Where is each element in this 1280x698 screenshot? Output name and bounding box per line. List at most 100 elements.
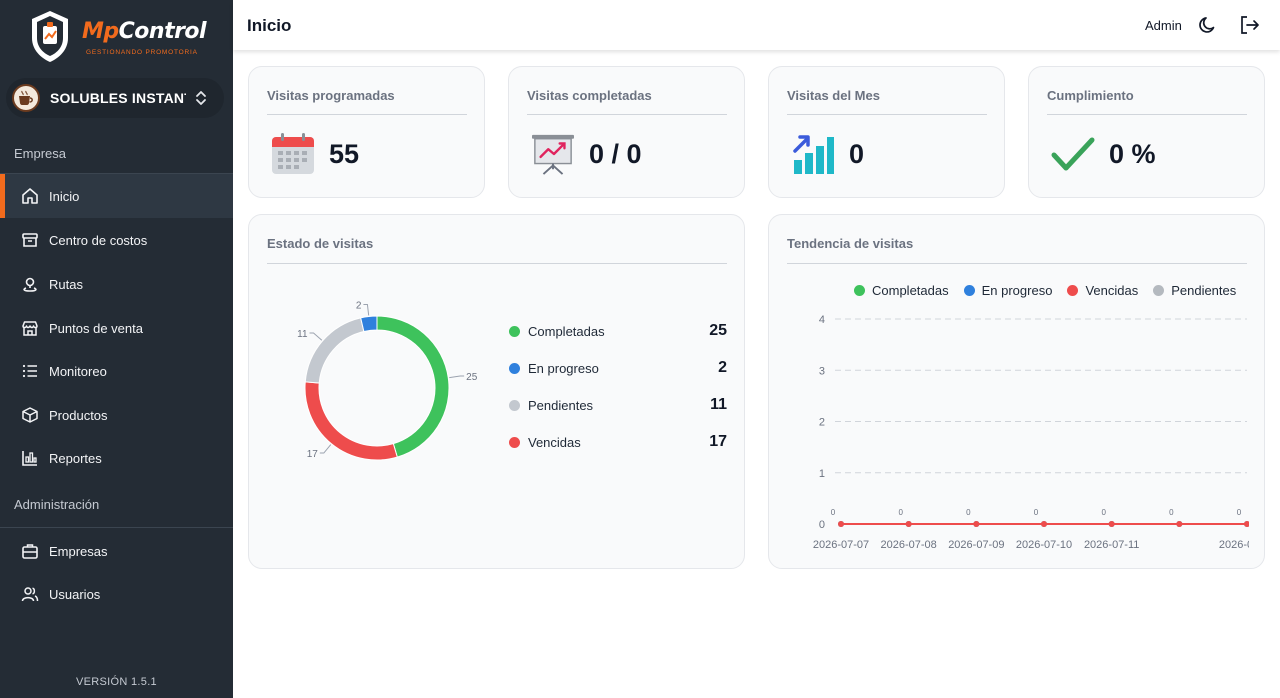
briefcase-icon [21, 542, 39, 560]
sidebar-item-empresas[interactable]: Empresas [0, 529, 233, 573]
sidebar-divider [0, 173, 233, 174]
data-label: 0 [1237, 508, 1242, 517]
x-tick-label: 2026-07-07 [813, 539, 869, 551]
legend-label: Completadas [872, 283, 949, 298]
sidebar-item-productos[interactable]: Productos [0, 393, 233, 437]
legend-item-completadas: Completadas 25 [509, 321, 727, 341]
shield-logo-icon [32, 11, 68, 62]
trend-legend-completadas[interactable]: Completadas [854, 283, 949, 298]
legend-label: Vencidas [1085, 283, 1139, 298]
legend-swatch [509, 325, 520, 337]
logout-icon[interactable] [1239, 15, 1261, 35]
legend-value: 11 [710, 396, 727, 413]
stat-title: Visitas completadas [527, 88, 652, 103]
top-header: Inicio Admin [233, 0, 1280, 50]
sidebar-item-label: Monitoreo [49, 363, 107, 379]
sidebar-item-label: Productos [49, 407, 108, 423]
trend-legend-vencidas[interactable]: Vencidas [1067, 283, 1138, 298]
card-title: Estado de visitas [267, 236, 374, 251]
legend-value: 2 [718, 359, 727, 376]
donut-slice-completadas[interactable] [376, 315, 450, 458]
company-selector[interactable]: SOLUBLES INSTANTÁNEOS [6, 78, 224, 118]
trend-card: Tendencia de visitas Completadas En prog… [768, 214, 1265, 569]
stat-value: 0 [849, 139, 865, 169]
legend-item-pendientes: Pendientes 11 [509, 395, 727, 415]
legend-label: En progreso [981, 283, 1053, 298]
trend-legend-pendientes[interactable]: Pendientes [1153, 283, 1236, 298]
y-tick-label: 1 [819, 468, 825, 480]
legend-label: En progreso [528, 360, 599, 376]
data-label-leader [449, 375, 465, 379]
legend-swatch [509, 436, 520, 448]
stat-card-visitas-del-mes: Visitas del Mes 0 [768, 66, 1005, 198]
sidebar-item-puntos-de-venta[interactable]: Puntos de venta [0, 306, 233, 350]
data-point[interactable] [838, 521, 844, 527]
sidebar-item-rutas[interactable]: Rutas [0, 262, 233, 306]
sidebar-item-usuarios[interactable]: Usuarios [0, 572, 233, 616]
data-point[interactable] [1176, 521, 1183, 527]
legend-label: Completadas [528, 323, 605, 339]
trend-legend-en-progreso[interactable]: En progreso [963, 283, 1053, 298]
card-divider [787, 263, 1247, 264]
data-point[interactable] [1244, 521, 1249, 527]
x-tick-label: 2026-07-13 [1219, 539, 1249, 551]
page-title: Inicio [247, 16, 292, 35]
growth-bars-icon [793, 135, 834, 174]
moon-icon[interactable] [1198, 15, 1218, 35]
status-card: Estado de visitas 25 17 11 2 Completadas 25… [248, 214, 745, 569]
legend-swatch [509, 399, 520, 411]
chevron-up-down-icon [196, 91, 206, 105]
coffee-cup-icon [19, 90, 33, 105]
legend-swatch [1153, 285, 1165, 296]
legend-swatch [1067, 285, 1079, 296]
card-divider [267, 263, 727, 264]
data-label: 0 [898, 508, 903, 517]
donut-chart: 25 17 11 2 [297, 301, 478, 461]
sidebar-item-label: Usuarios [49, 586, 101, 602]
data-point[interactable] [973, 521, 980, 527]
x-tick-label: 2026-07-08 [881, 539, 937, 551]
legend-swatch [963, 285, 975, 296]
donut-slice-en-progreso[interactable] [360, 315, 378, 333]
data-label: 0 [1034, 508, 1039, 517]
sidebar-item-label: Inicio [49, 188, 80, 204]
app-version: VERSIÓN 1.5.1 [76, 676, 157, 688]
stat-card-visitas-programadas: Visitas programadas 55 [248, 66, 485, 198]
sidebar-item-centro-de-costos[interactable]: Centro de costos [0, 218, 233, 262]
legend-swatch [854, 285, 865, 296]
brand-logo[interactable]: MpControl GESTIONANDO PROMOTORIA [28, 8, 208, 64]
sidebar-item-monitoreo[interactable]: Monitoreo [0, 349, 233, 393]
data-label: 2 [356, 301, 362, 312]
bar-chart-icon [21, 449, 39, 467]
y-tick-label: 2 [819, 417, 825, 429]
donut-slice-pendientes[interactable] [304, 317, 365, 384]
check-icon [1051, 137, 1095, 171]
sidebar-item-label: Rutas [49, 276, 83, 292]
data-point[interactable] [1041, 521, 1047, 527]
data-point[interactable] [905, 521, 912, 527]
x-tick-label: 2026-07-09 [948, 539, 1004, 551]
sidebar-divider [0, 527, 233, 528]
y-tick-label: 4 [819, 314, 825, 326]
sidebar-item-label: Empresas [49, 543, 108, 559]
legend-item-vencidas: Vencidas 17 [509, 432, 727, 452]
data-label: 17 [307, 449, 319, 460]
sidebar-item-reportes[interactable]: Reportes [0, 436, 233, 480]
presentation-chart-icon [532, 134, 574, 175]
sidebar-item-inicio[interactable]: Inicio [0, 174, 233, 218]
data-label-leader [319, 444, 332, 454]
stat-card-cumplimiento: Cumplimiento 0 % [1028, 66, 1265, 198]
card-divider [527, 114, 727, 115]
company-name: SOLUBLES INSTANTÁNEOS [50, 90, 186, 106]
section-label-empresa: Empresa [14, 146, 67, 161]
user-name[interactable]: Admin [1145, 18, 1182, 33]
data-point[interactable] [1108, 521, 1115, 527]
y-tick-label: 0 [819, 519, 825, 531]
stat-value: 55 [329, 139, 360, 169]
box-icon [21, 406, 39, 424]
data-label: 25 [466, 372, 478, 383]
x-tick-label: 2026-07-11 [1084, 539, 1139, 551]
home-icon [21, 187, 39, 205]
card-divider [787, 114, 987, 115]
donut-slice-vencidas[interactable] [304, 381, 398, 461]
